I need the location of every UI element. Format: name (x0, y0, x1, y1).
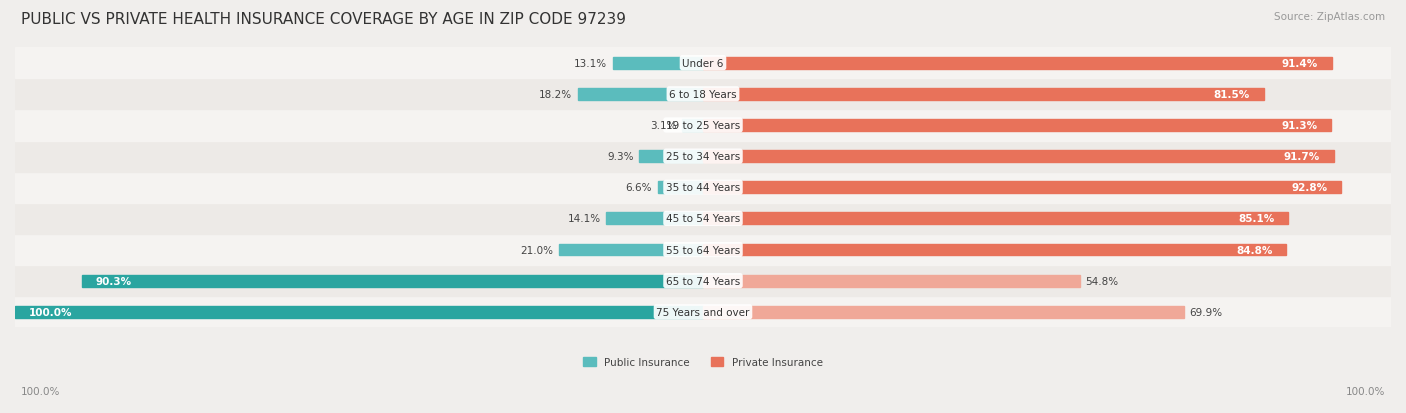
Text: 81.5%: 81.5% (1213, 90, 1250, 100)
Bar (703, 151, 1334, 163)
Bar (703, 58, 1331, 69)
Text: 3.1%: 3.1% (650, 121, 676, 131)
Text: 21.0%: 21.0% (520, 245, 553, 255)
Legend: Public Insurance, Private Insurance: Public Insurance, Private Insurance (583, 357, 823, 367)
Text: 91.4%: 91.4% (1282, 59, 1317, 69)
Text: 25 to 34 Years: 25 to 34 Years (666, 152, 740, 162)
Text: 6 to 18 Years: 6 to 18 Years (669, 90, 737, 100)
Bar (15, 235, 1391, 266)
Bar (703, 275, 1080, 287)
Bar (15, 110, 1391, 141)
Text: PUBLIC VS PRIVATE HEALTH INSURANCE COVERAGE BY AGE IN ZIP CODE 97239: PUBLIC VS PRIVATE HEALTH INSURANCE COVER… (21, 12, 626, 27)
Bar (15, 141, 1391, 172)
Text: 35 to 44 Years: 35 to 44 Years (666, 183, 740, 193)
Text: Under 6: Under 6 (682, 59, 724, 69)
Bar (578, 89, 703, 100)
Text: 45 to 54 Years: 45 to 54 Years (666, 214, 740, 224)
Text: 90.3%: 90.3% (96, 276, 132, 286)
Text: 9.3%: 9.3% (607, 152, 634, 162)
Bar (558, 244, 703, 256)
Text: 85.1%: 85.1% (1239, 214, 1275, 224)
Text: 54.8%: 54.8% (1085, 276, 1119, 286)
Text: Source: ZipAtlas.com: Source: ZipAtlas.com (1274, 12, 1385, 22)
Text: 19 to 25 Years: 19 to 25 Years (666, 121, 740, 131)
Bar (15, 297, 1391, 328)
Bar (703, 120, 1331, 132)
Text: 100.0%: 100.0% (1346, 387, 1385, 396)
Bar (682, 120, 703, 132)
Bar (15, 172, 1391, 203)
Text: 84.8%: 84.8% (1236, 245, 1272, 255)
Bar (613, 58, 703, 69)
Bar (703, 244, 1286, 256)
Bar (15, 79, 1391, 110)
Bar (15, 266, 1391, 297)
Text: 100.0%: 100.0% (21, 387, 60, 396)
Text: 14.1%: 14.1% (568, 214, 600, 224)
Bar (703, 213, 1288, 225)
Text: 55 to 64 Years: 55 to 64 Years (666, 245, 740, 255)
Text: 91.3%: 91.3% (1281, 121, 1317, 131)
Text: 6.6%: 6.6% (626, 183, 652, 193)
Text: 65 to 74 Years: 65 to 74 Years (666, 276, 740, 286)
Bar (15, 48, 1391, 79)
Bar (82, 275, 703, 287)
Bar (638, 151, 703, 163)
Bar (15, 203, 1391, 235)
Text: 92.8%: 92.8% (1292, 183, 1327, 193)
Text: 91.7%: 91.7% (1284, 152, 1320, 162)
Text: 100.0%: 100.0% (28, 307, 72, 317)
Bar (658, 182, 703, 194)
Text: 75 Years and over: 75 Years and over (657, 307, 749, 317)
Text: 69.9%: 69.9% (1189, 307, 1223, 317)
Bar (15, 306, 703, 318)
Bar (703, 182, 1341, 194)
Text: 13.1%: 13.1% (574, 59, 607, 69)
Text: 18.2%: 18.2% (538, 90, 572, 100)
Bar (606, 213, 703, 225)
Bar (703, 89, 1264, 100)
Bar (703, 306, 1184, 318)
